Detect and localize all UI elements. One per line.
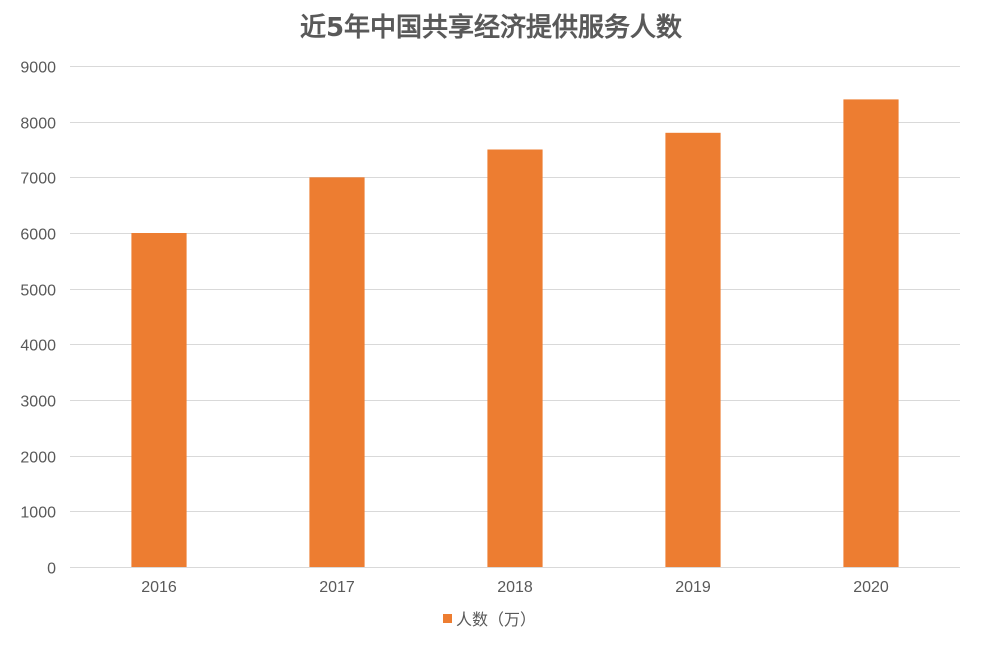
y-tick-label: 0 xyxy=(47,561,56,578)
y-tick-label: 6000 xyxy=(20,227,56,244)
y-tick-label: 3000 xyxy=(20,394,56,411)
bars xyxy=(131,99,899,568)
bar-2019 xyxy=(665,132,721,568)
bar-2018 xyxy=(487,149,543,567)
bar-2016 xyxy=(131,233,187,567)
x-tick-label: 2018 xyxy=(497,579,533,596)
legend-label: 人数（万） xyxy=(456,610,536,629)
legend-swatch xyxy=(443,614,452,623)
legend: 人数（万） xyxy=(443,610,536,629)
y-axis-ticks: 0 1000 2000 3000 4000 5000 6000 7000 8000 9000 xyxy=(20,60,56,578)
x-tick-label: 2019 xyxy=(675,579,711,596)
y-tick-label: 2000 xyxy=(20,450,56,467)
chart-title: 近5年中国共享经济提供服务人数 xyxy=(300,12,683,43)
y-tick-label: 7000 xyxy=(20,171,56,188)
y-tick-label: 1000 xyxy=(20,505,56,522)
x-tick-label: 2017 xyxy=(319,579,355,596)
x-tick-label: 2016 xyxy=(141,579,177,596)
bar-2017 xyxy=(309,177,365,568)
bar-2020 xyxy=(843,99,899,568)
x-axis-ticks: 2016 2017 2018 2019 2020 xyxy=(141,579,889,596)
y-tick-label: 5000 xyxy=(20,283,56,300)
y-tick-label: 9000 xyxy=(20,60,56,77)
y-tick-label: 4000 xyxy=(20,338,56,355)
y-tick-label: 8000 xyxy=(20,116,56,133)
x-tick-label: 2020 xyxy=(853,579,889,596)
